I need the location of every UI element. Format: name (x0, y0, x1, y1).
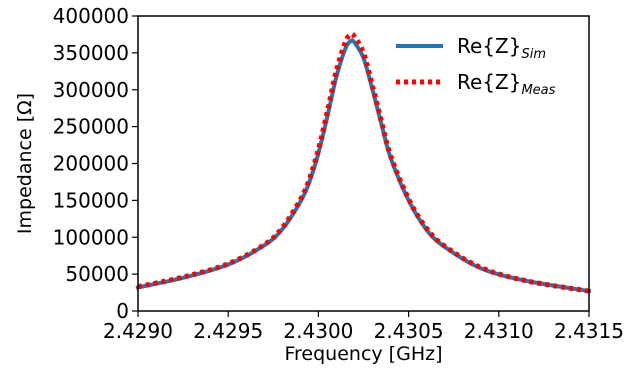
legend-label-subscript: Sim (521, 47, 546, 62)
series-lines (135, 31, 592, 294)
y-tick-label: 400000 (53, 4, 129, 28)
series-line-meas (137, 31, 590, 294)
x-axis-label: Frequency [GHz] (284, 343, 442, 365)
y-tick-label: 100000 (53, 225, 129, 249)
legend-label-main: Re{Z} (457, 70, 521, 94)
y-tick-label: 250000 (53, 115, 129, 139)
x-tick-label: 2.4315 (554, 319, 624, 343)
y-axis-label: Impedance [Ω] (14, 93, 36, 234)
y-tick-label: 350000 (53, 41, 129, 65)
y-tick-label: 0 (116, 299, 129, 323)
x-tick-label: 2.4290 (103, 319, 173, 343)
legend-label: Re{Z}Sim (457, 34, 546, 62)
axis-ticks: 2.4290 2.4295 2.4300 2.4305 2.4310 2.4315 0 500… (53, 4, 624, 343)
legend-label-main: Re{Z} (457, 34, 521, 58)
y-tick-label: 150000 (53, 188, 129, 212)
y-tick-label: 50000 (65, 262, 129, 286)
x-tick-label: 2.4300 (283, 319, 353, 343)
x-tick-label: 2.4295 (193, 319, 263, 343)
legend-label: Re{Z}Meas (457, 70, 556, 98)
legend-label-subscript: Meas (521, 83, 555, 98)
y-tick-label: 300000 (53, 78, 129, 102)
x-tick-label: 2.4310 (464, 319, 534, 343)
x-tick-label: 2.4305 (374, 319, 444, 343)
y-tick-label: 200000 (53, 152, 129, 176)
series-line-sim (135, 38, 592, 294)
